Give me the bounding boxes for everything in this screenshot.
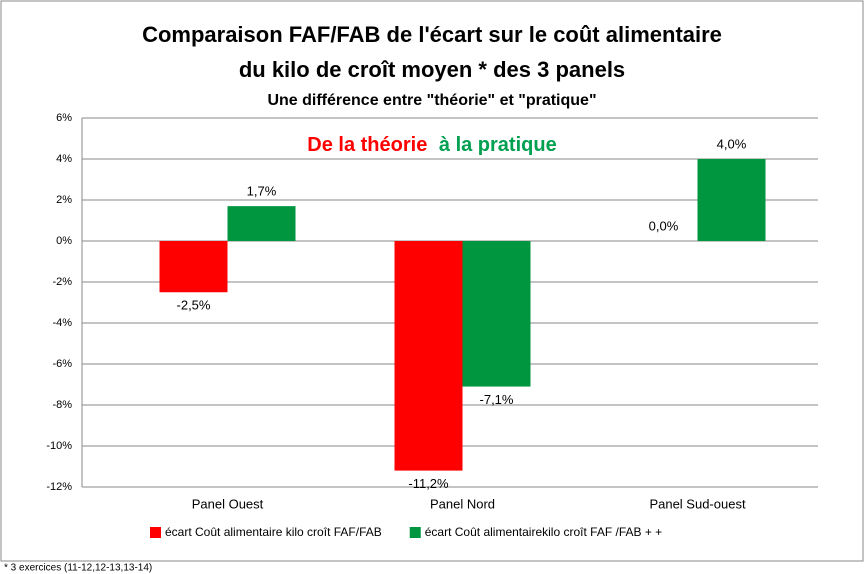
y-tick-label: -8% xyxy=(52,399,72,411)
annotation-part: à la pratique xyxy=(439,134,557,156)
y-tick-label: -2% xyxy=(52,276,72,288)
x-tick-label: Panel Nord xyxy=(430,496,495,511)
data-label: -11,2% xyxy=(408,476,449,491)
data-label: 1,7% xyxy=(247,184,277,199)
legend-label: écart Coût alimentaire kilo croît FAF/FA… xyxy=(165,525,382,539)
bar xyxy=(394,241,463,471)
y-tick-label: 0% xyxy=(56,235,72,247)
annotation: De la théorie à la pratique xyxy=(307,134,556,156)
chart-title: Comparaison FAF/FAB de l'écart sur le co… xyxy=(142,22,722,47)
bar xyxy=(697,159,766,241)
y-tick-label: 4% xyxy=(56,153,72,165)
legend-label: écart Coût alimentairekilo croît FAF /FA… xyxy=(425,525,662,539)
y-tick-label: -4% xyxy=(52,317,72,329)
y-tick-label: 6% xyxy=(56,112,72,124)
data-label: 4,0% xyxy=(717,136,747,151)
data-label: -2,5% xyxy=(177,298,211,313)
legend-swatch xyxy=(409,527,421,538)
x-tick-label: Panel Ouest xyxy=(192,496,264,511)
y-tick-label: -12% xyxy=(46,481,72,493)
annotation-part: De la théorie xyxy=(307,134,427,156)
x-tick-label: Panel Sud-ouest xyxy=(649,496,746,511)
y-tick-label: -10% xyxy=(46,440,72,452)
bar xyxy=(159,241,228,293)
data-label: -7,1% xyxy=(480,392,514,407)
bar xyxy=(227,206,296,241)
chart-subtitle: Une différence entre "théorie" et "prati… xyxy=(267,92,596,109)
chart-title-line2: du kilo de croît moyen * des 3 panels xyxy=(239,57,625,82)
bar xyxy=(462,241,531,387)
data-label: 0,0% xyxy=(649,218,679,233)
y-tick-label: -6% xyxy=(52,358,72,370)
legend-swatch xyxy=(150,527,161,538)
footnote: * 3 exercices (11-12,12-13,13-14) xyxy=(4,563,152,574)
y-tick-label: 2% xyxy=(56,194,72,206)
